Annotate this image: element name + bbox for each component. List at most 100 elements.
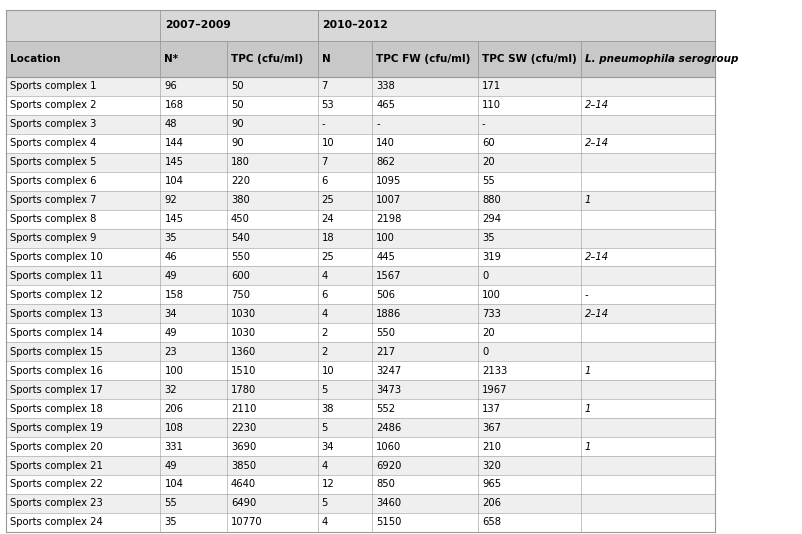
- Bar: [6, 362, 715, 380]
- Text: 24: 24: [322, 214, 334, 224]
- Text: 552: 552: [376, 404, 395, 414]
- Text: 145: 145: [164, 214, 184, 224]
- Text: 550: 550: [231, 252, 250, 262]
- Text: 320: 320: [482, 460, 501, 470]
- Bar: [227, 41, 318, 77]
- Text: 965: 965: [482, 480, 501, 490]
- Text: 7: 7: [322, 81, 328, 91]
- Text: Sports complex 7: Sports complex 7: [10, 195, 97, 205]
- Bar: [6, 456, 715, 475]
- Text: 1: 1: [585, 442, 591, 452]
- Text: Sports complex 10: Sports complex 10: [10, 252, 103, 262]
- Bar: [6, 115, 715, 134]
- Text: 2: 2: [322, 328, 328, 338]
- Text: 1967: 1967: [482, 384, 508, 395]
- Text: Sports complex 22: Sports complex 22: [10, 480, 103, 490]
- Bar: [6, 10, 715, 41]
- Text: 25: 25: [322, 252, 334, 262]
- Text: 4: 4: [322, 271, 328, 281]
- Text: 658: 658: [482, 517, 501, 528]
- Text: 10: 10: [322, 366, 334, 376]
- Text: Sports complex 9: Sports complex 9: [10, 233, 97, 243]
- Text: Sports complex 20: Sports complex 20: [10, 442, 103, 452]
- Text: 10: 10: [322, 138, 334, 148]
- Bar: [581, 41, 715, 77]
- Text: 750: 750: [231, 290, 250, 300]
- Text: 600: 600: [231, 271, 250, 281]
- Text: 2–14: 2–14: [585, 100, 609, 111]
- Text: 60: 60: [482, 138, 495, 148]
- Text: 53: 53: [322, 100, 334, 111]
- Text: Sports complex 5: Sports complex 5: [10, 157, 97, 167]
- Text: 3247: 3247: [376, 366, 401, 376]
- Text: 2010–2012: 2010–2012: [322, 20, 388, 30]
- Text: 2007–2009: 2007–2009: [165, 20, 231, 30]
- Text: 4640: 4640: [231, 480, 256, 490]
- Bar: [6, 437, 715, 456]
- Text: 10770: 10770: [231, 517, 262, 528]
- Text: 104: 104: [164, 176, 184, 186]
- Text: 206: 206: [482, 498, 501, 508]
- Text: 1510: 1510: [231, 366, 257, 376]
- Text: 3850: 3850: [231, 460, 256, 470]
- Text: TPC (cfu/ml): TPC (cfu/ml): [231, 54, 303, 64]
- Bar: [6, 285, 715, 304]
- Bar: [6, 210, 715, 229]
- Bar: [6, 153, 715, 172]
- Text: 90: 90: [231, 119, 244, 129]
- Text: 733: 733: [482, 309, 501, 319]
- Text: 1030: 1030: [231, 309, 256, 319]
- Text: 100: 100: [164, 366, 184, 376]
- Text: 1780: 1780: [231, 384, 256, 395]
- Text: Sports complex 16: Sports complex 16: [10, 366, 103, 376]
- Text: 0: 0: [482, 271, 488, 281]
- Text: 1060: 1060: [376, 442, 401, 452]
- Text: 50: 50: [231, 81, 244, 91]
- Text: Sports complex 21: Sports complex 21: [10, 460, 103, 470]
- Text: 550: 550: [376, 328, 395, 338]
- Text: 12: 12: [322, 480, 334, 490]
- Text: 90: 90: [231, 138, 244, 148]
- Text: 92: 92: [164, 195, 177, 205]
- Text: 35: 35: [164, 517, 177, 528]
- Text: 50: 50: [231, 100, 244, 111]
- Text: Sports complex 13: Sports complex 13: [10, 309, 103, 319]
- Text: 2–14: 2–14: [585, 252, 609, 262]
- Text: 1030: 1030: [231, 328, 256, 338]
- Text: 6920: 6920: [376, 460, 402, 470]
- Text: 1: 1: [585, 366, 591, 376]
- Text: 1: 1: [585, 195, 591, 205]
- Text: 3690: 3690: [231, 442, 256, 452]
- Text: 140: 140: [376, 138, 395, 148]
- Text: 49: 49: [164, 460, 177, 470]
- Text: 38: 38: [322, 404, 334, 414]
- Text: 506: 506: [376, 290, 395, 300]
- Text: 49: 49: [164, 271, 177, 281]
- Text: 880: 880: [482, 195, 500, 205]
- Text: 1886: 1886: [376, 309, 401, 319]
- Text: Sports complex 3: Sports complex 3: [10, 119, 97, 129]
- Text: Sports complex 24: Sports complex 24: [10, 517, 103, 528]
- Text: 46: 46: [164, 252, 177, 262]
- Text: 4: 4: [322, 460, 328, 470]
- Text: 55: 55: [482, 176, 495, 186]
- Text: 171: 171: [482, 81, 501, 91]
- Text: Sports complex 12: Sports complex 12: [10, 290, 103, 300]
- Text: 20: 20: [482, 328, 495, 338]
- Text: 1007: 1007: [376, 195, 401, 205]
- Text: 540: 540: [231, 233, 250, 243]
- Text: 2133: 2133: [482, 366, 507, 376]
- Text: N*: N*: [164, 54, 179, 64]
- Bar: [6, 41, 160, 77]
- Text: 2110: 2110: [231, 404, 257, 414]
- Text: 3473: 3473: [376, 384, 401, 395]
- Bar: [6, 172, 715, 191]
- Bar: [6, 134, 715, 153]
- Text: -: -: [482, 119, 486, 129]
- Bar: [6, 229, 715, 248]
- Text: 100: 100: [482, 290, 501, 300]
- Text: Sports complex 11: Sports complex 11: [10, 271, 103, 281]
- Text: Sports complex 23: Sports complex 23: [10, 498, 103, 508]
- Bar: [6, 304, 715, 324]
- Text: 55: 55: [164, 498, 177, 508]
